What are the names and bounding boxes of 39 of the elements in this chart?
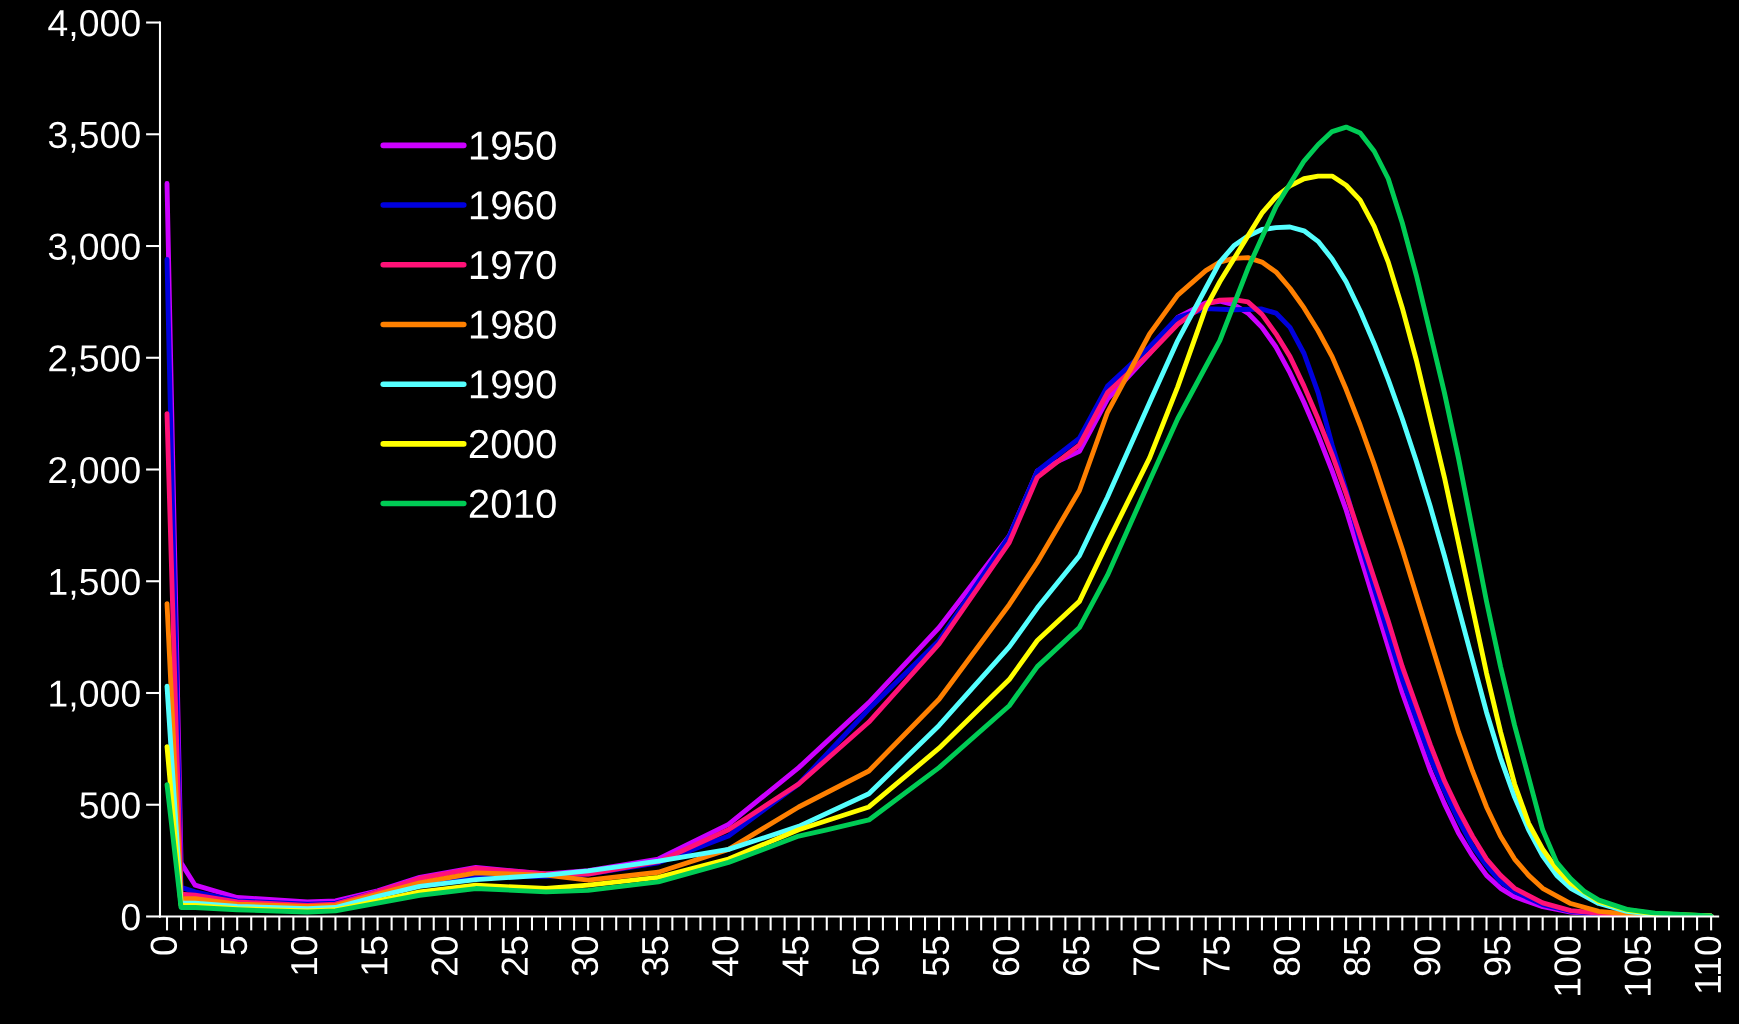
y-tick-label: 2,000	[49, 456, 140, 488]
x-tick-label: 20	[431, 936, 458, 976]
legend-label: 2000	[469, 429, 556, 459]
legend-label: 1970	[470, 250, 556, 280]
y-tick-label: 0	[121, 903, 140, 931]
x-tick-label: 30	[571, 936, 599, 976]
legend-label: 2010	[469, 489, 556, 519]
y-tick-label: 3,000	[48, 233, 140, 265]
x-tick-label: 80	[1273, 936, 1301, 976]
x-tick-label: 95	[1484, 936, 1511, 976]
legend-label: 1960	[470, 191, 556, 220]
x-tick-label: 45	[782, 936, 809, 977]
x-tick-label: 90	[1413, 936, 1441, 976]
x-tick-label: 75	[1203, 936, 1230, 976]
y-tick-label: 3,500	[48, 121, 140, 153]
legend-label: 1980	[470, 310, 556, 339]
x-tick-label: 70	[1133, 936, 1160, 976]
x-tick-label: 5	[221, 936, 248, 955]
legend-label: 1990	[470, 370, 556, 399]
y-tick-label: 4,000	[48, 9, 140, 41]
x-tick-label: 0	[150, 936, 178, 955]
x-tick-label: 105	[1624, 936, 1651, 995]
x-tick-label: 60	[992, 936, 1020, 976]
x-tick-label: 85	[1343, 936, 1371, 976]
y-tick-label: 500	[80, 792, 140, 819]
x-tick-label: 15	[361, 936, 388, 975]
y-tick-label: 1,500	[50, 568, 140, 600]
x-tick-label: 110	[1694, 936, 1722, 993]
y-tick-label: 2,500	[49, 345, 140, 377]
x-tick-label: 10	[290, 936, 318, 975]
x-tick-label: 40	[712, 936, 739, 977]
x-tick-label: 65	[1062, 936, 1090, 976]
x-tick-label: 50	[852, 936, 879, 976]
x-tick-label: 25	[501, 936, 529, 976]
legend-label: 1950	[470, 131, 556, 160]
x-tick-label: 35	[641, 936, 669, 976]
y-tick-label: 1,000	[50, 680, 140, 712]
x-tick-label: 100	[1554, 936, 1581, 995]
x-tick-label: 55	[922, 936, 950, 976]
